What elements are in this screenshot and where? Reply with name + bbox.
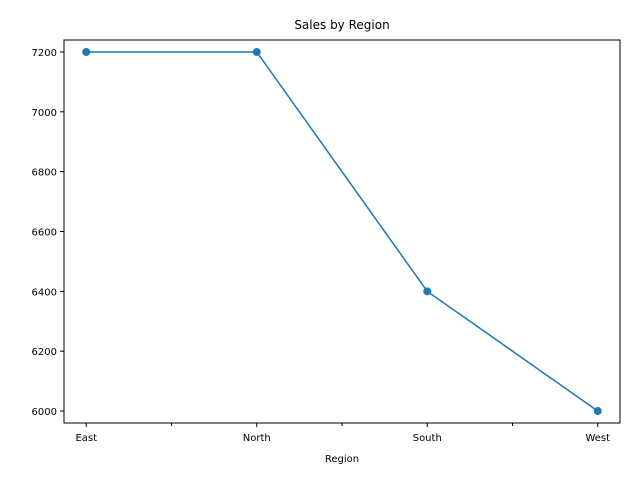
y-tick-label: 6000	[32, 407, 57, 418]
x-tick-label: North	[243, 433, 271, 444]
x-tick-label: West	[585, 433, 610, 444]
series-line	[86, 51, 599, 412]
data-point	[593, 407, 602, 416]
y-tick-label: 6600	[32, 228, 57, 239]
y-tick-label: 6400	[32, 287, 57, 298]
data-point	[82, 47, 91, 56]
y-tick-label: 6200	[32, 347, 57, 358]
y-tick-label: 6800	[32, 168, 57, 179]
chart-title: Sales by Region	[294, 18, 389, 32]
x-tick-label: South	[413, 433, 442, 444]
x-axis-label: Region	[325, 454, 359, 465]
data-point	[423, 287, 432, 296]
y-tick-label: 7200	[32, 48, 57, 59]
plot-area: 6000 6200 6400 6600 6800 7000 7200 East North Sou…	[32, 39, 621, 444]
x-tick-label: East	[75, 433, 97, 444]
data-point	[252, 47, 261, 56]
y-tick-label: 7000	[32, 108, 57, 119]
